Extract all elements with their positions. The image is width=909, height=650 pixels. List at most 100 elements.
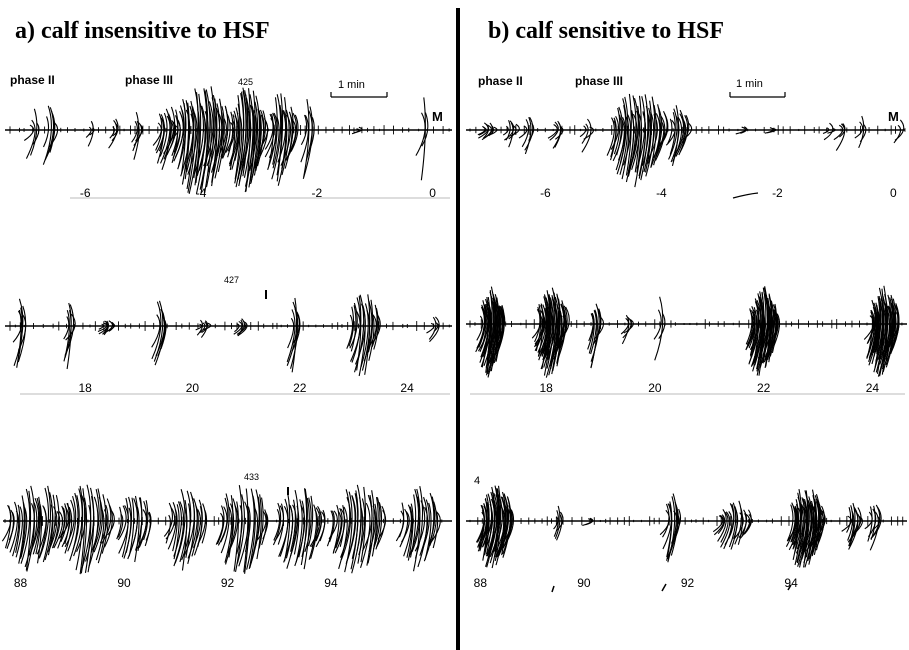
spike bbox=[301, 488, 308, 558]
spike bbox=[47, 506, 58, 553]
spike bbox=[292, 313, 301, 344]
tick-label: 0 bbox=[890, 186, 897, 200]
spike bbox=[428, 316, 437, 340]
spike bbox=[627, 110, 635, 172]
spike bbox=[18, 495, 25, 564]
spike bbox=[398, 502, 405, 538]
spike bbox=[53, 511, 64, 549]
burst bbox=[477, 122, 498, 141]
spike bbox=[290, 489, 299, 557]
spike bbox=[38, 506, 47, 559]
spike bbox=[609, 117, 617, 161]
spike bbox=[103, 504, 113, 548]
spike bbox=[157, 316, 166, 357]
spike bbox=[287, 112, 298, 158]
record-number: 433 bbox=[244, 472, 259, 482]
spike bbox=[145, 511, 152, 541]
burst bbox=[735, 126, 748, 135]
spike bbox=[835, 123, 846, 151]
spike bbox=[373, 496, 379, 547]
spike bbox=[360, 502, 371, 568]
spike bbox=[191, 505, 199, 557]
spike bbox=[636, 96, 646, 169]
spike bbox=[859, 124, 867, 143]
burst bbox=[395, 486, 441, 572]
spike bbox=[485, 499, 493, 555]
spike bbox=[98, 323, 104, 330]
spike bbox=[606, 117, 615, 156]
spike bbox=[17, 314, 27, 351]
spike bbox=[173, 501, 182, 557]
spike bbox=[272, 116, 280, 169]
spike bbox=[638, 111, 646, 177]
burst bbox=[1, 485, 68, 572]
spike bbox=[9, 501, 18, 553]
spike bbox=[298, 500, 305, 558]
burst bbox=[163, 489, 208, 571]
spike bbox=[675, 116, 686, 157]
spike bbox=[415, 112, 426, 156]
bursts bbox=[469, 285, 903, 378]
burst bbox=[893, 119, 905, 144]
spike bbox=[101, 498, 112, 544]
spike bbox=[125, 507, 132, 553]
spike bbox=[848, 510, 855, 547]
spike bbox=[195, 323, 203, 331]
spike bbox=[647, 96, 656, 164]
spike bbox=[339, 505, 345, 547]
spike bbox=[554, 505, 561, 539]
spike bbox=[310, 509, 319, 559]
spike bbox=[667, 118, 673, 144]
spike bbox=[44, 107, 55, 161]
spike bbox=[211, 98, 218, 183]
pen-mark bbox=[787, 584, 792, 591]
pen-mark bbox=[661, 583, 667, 592]
spike bbox=[30, 108, 38, 156]
spike bbox=[871, 506, 882, 538]
burst bbox=[854, 115, 867, 149]
spike bbox=[717, 514, 726, 535]
spike bbox=[360, 486, 367, 563]
tick-label: 24 bbox=[400, 381, 414, 395]
burst bbox=[63, 302, 76, 370]
spike bbox=[740, 126, 748, 134]
panel-b-title: b) calf sensitive to HSF bbox=[488, 18, 724, 44]
spike bbox=[300, 114, 308, 145]
spike bbox=[64, 502, 70, 545]
spike bbox=[581, 123, 589, 144]
spike bbox=[65, 313, 76, 341]
burst bbox=[286, 297, 301, 373]
spike bbox=[769, 309, 777, 357]
spike bbox=[64, 304, 75, 356]
burst bbox=[233, 318, 248, 337]
spike bbox=[713, 514, 725, 536]
spike bbox=[538, 294, 549, 357]
burst bbox=[415, 97, 429, 181]
spike bbox=[264, 117, 275, 158]
burst bbox=[116, 495, 152, 563]
spike bbox=[244, 505, 250, 574]
spike bbox=[237, 320, 248, 337]
spike bbox=[199, 322, 206, 333]
spike bbox=[733, 510, 739, 540]
spike bbox=[619, 105, 627, 164]
spike bbox=[403, 504, 412, 557]
spike bbox=[249, 90, 256, 181]
spike bbox=[655, 116, 666, 161]
spike bbox=[507, 508, 513, 537]
spike bbox=[257, 114, 265, 167]
spike bbox=[367, 490, 375, 564]
spike bbox=[184, 102, 190, 180]
spike bbox=[673, 109, 685, 157]
spike bbox=[295, 499, 303, 563]
spike bbox=[364, 294, 371, 375]
spike bbox=[315, 511, 323, 542]
spike bbox=[107, 510, 115, 536]
spike bbox=[427, 496, 436, 546]
spike bbox=[181, 103, 187, 174]
spike bbox=[285, 118, 297, 161]
burst bbox=[665, 105, 693, 167]
spike bbox=[244, 506, 251, 552]
spike bbox=[32, 497, 41, 555]
